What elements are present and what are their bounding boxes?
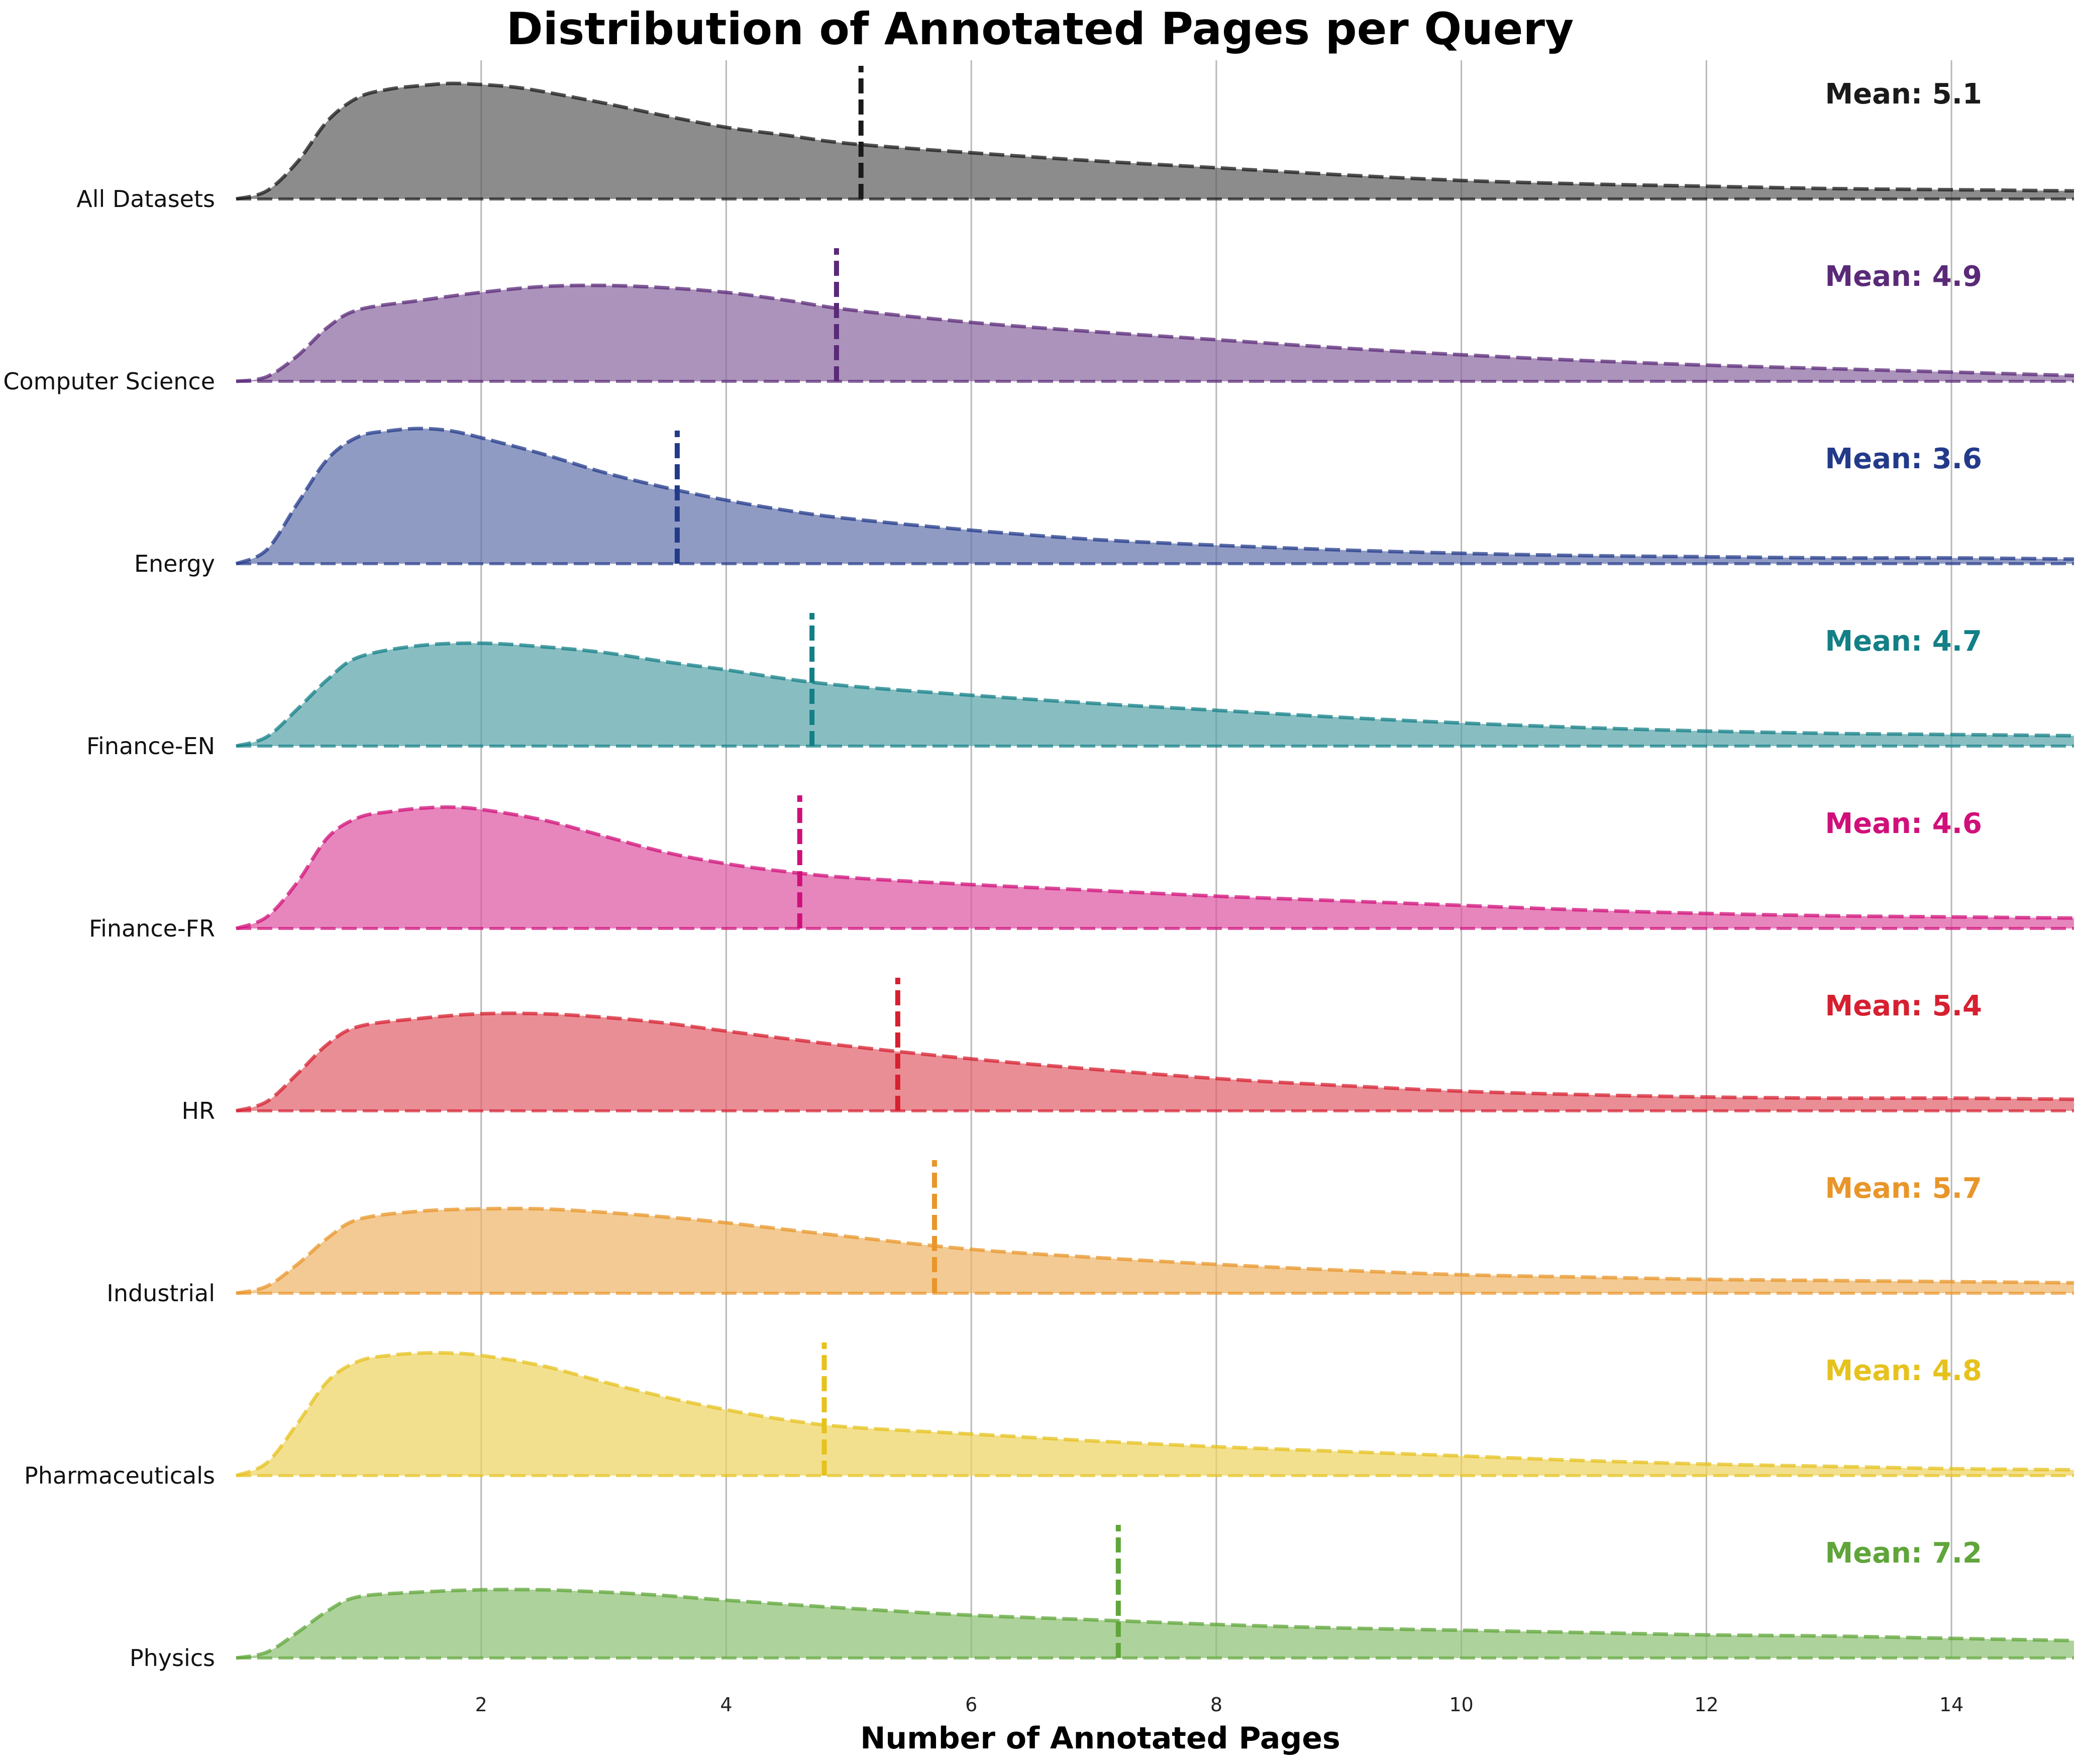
x-tick-label: 6: [965, 1694, 977, 1716]
mean-label-all-datasets: Mean: 5.1: [1825, 78, 1982, 111]
density-area-computer-science: [236, 285, 2074, 381]
ridge-pharmaceuticals: Mean: 4.8 Pharmaceuticals: [24, 1342, 2074, 1489]
density-line-pharmaceuticals: [235, 1351, 2074, 1478]
row-label-computer-science: Computer Science: [3, 368, 215, 395]
ridge-industrial: Mean: 5.7 Industrial: [107, 1160, 2074, 1307]
mean-label-industrial: Mean: 5.7: [1825, 1172, 1982, 1205]
ridge-finance-en: Mean: 4.7 Finance-EN: [86, 613, 2074, 760]
x-tick-label: 14: [1939, 1694, 1963, 1716]
density-area-hr: [236, 1013, 2074, 1111]
density-area-industrial: [236, 1208, 2074, 1293]
row-label-industrial: Industrial: [107, 1280, 215, 1307]
row-label-finance-fr: Finance-FR: [89, 915, 215, 942]
x-axis-label: Number of Annotated Pages: [860, 1721, 1340, 1756]
ridge-finance-fr: Mean: 4.6 Finance-FR: [89, 795, 2074, 942]
ridge-all-datasets: Mean: 5.1 All Datasets: [76, 66, 2074, 213]
x-tick-label: 2: [475, 1694, 487, 1716]
row-label-physics: Physics: [130, 1644, 215, 1672]
density-area-finance-fr: [236, 807, 2074, 928]
mean-label-physics: Mean: 7.2: [1825, 1537, 1982, 1570]
x-tick-label: 12: [1694, 1694, 1718, 1716]
ridge-hr: Mean: 5.4 HR: [181, 978, 2074, 1124]
x-tick-labels: 2 4 6 8 10 12 14: [475, 1694, 1964, 1716]
density-line-all-datasets: [236, 81, 2074, 201]
density-line-energy: [235, 427, 2074, 566]
density-line-finance-fr: [235, 805, 2074, 930]
row-label-all-datasets: All Datasets: [76, 185, 215, 213]
density-line-finance-en: [235, 641, 2074, 748]
density-line-industrial: [236, 1206, 2074, 1295]
x-tick-label: 4: [720, 1694, 732, 1716]
density-area-energy: [236, 428, 2074, 564]
density-line-computer-science: [236, 283, 2074, 383]
density-area-pharmaceuticals: [236, 1353, 2074, 1476]
density-line-physics: [236, 1588, 2074, 1660]
row-label-energy: Energy: [134, 550, 215, 577]
x-tick-label: 8: [1210, 1694, 1222, 1716]
ridge-physics: Mean: 7.2 Physics: [130, 1525, 2074, 1672]
ridges: Mean: 5.1 All Datasets Mean: 4.9 Computer S…: [3, 66, 2074, 1672]
mean-label-finance-en: Mean: 4.7: [1825, 625, 1982, 658]
ridge-computer-science: Mean: 4.9 Computer Science: [3, 248, 2074, 395]
density-line-hr: [235, 1011, 2074, 1113]
density-area-all-datasets: [236, 83, 2074, 199]
x-tick-label: 10: [1449, 1694, 1473, 1716]
density-area-finance-en: [236, 643, 2074, 746]
row-label-finance-en: Finance-EN: [86, 733, 215, 760]
mean-label-computer-science: Mean: 4.9: [1825, 260, 1982, 293]
mean-label-finance-fr: Mean: 4.6: [1825, 807, 1982, 840]
mean-label-energy: Mean: 3.6: [1825, 443, 1982, 475]
mean-label-pharmaceuticals: Mean: 4.8: [1825, 1355, 1982, 1387]
row-label-pharmaceuticals: Pharmaceuticals: [24, 1462, 215, 1489]
mean-label-hr: Mean: 5.4: [1825, 990, 1982, 1022]
chart-title: Distribution of Annotated Pages per Quer…: [506, 3, 1574, 55]
ridge-energy: Mean: 3.6 Energy: [134, 427, 2074, 577]
row-label-hr: HR: [181, 1097, 215, 1124]
